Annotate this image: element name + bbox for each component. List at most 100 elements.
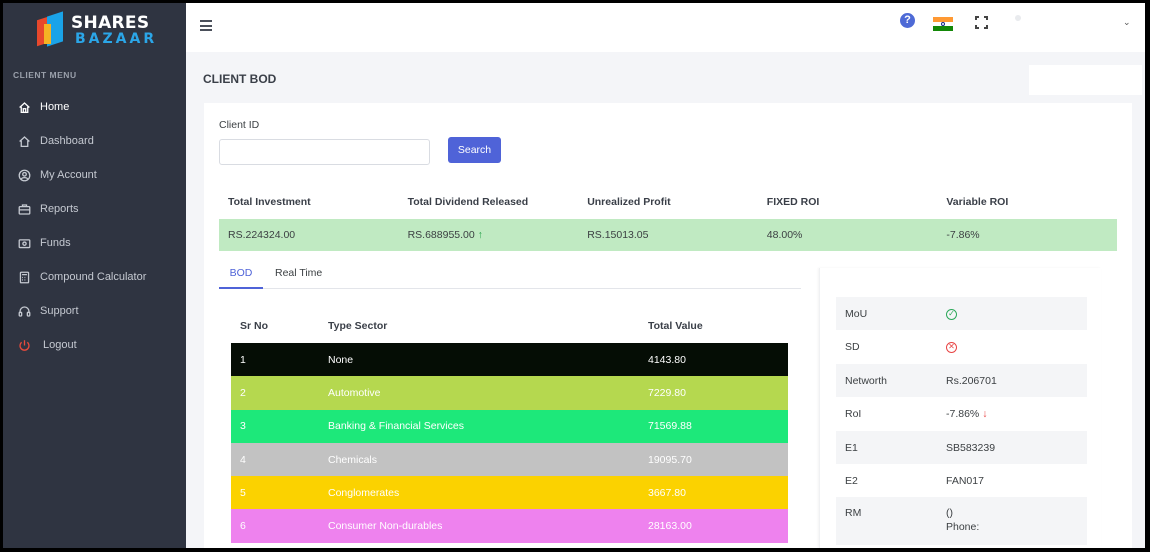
page-title: CLIENT BOD — [203, 72, 277, 86]
chevron-down-icon[interactable]: ⌄ — [1123, 17, 1131, 27]
client-id-label: Client ID — [219, 119, 260, 131]
table-row: 3 Banking & Financial Services 71569.88 — [231, 409, 788, 443]
sidebar-menu: Home Dashboard My Account Reports Funds … — [3, 90, 186, 362]
unrealized-profit-value: RS.15013.05 — [587, 229, 649, 241]
summary-table: Total Investment Total Dividend Released… — [219, 185, 1117, 251]
info-row-sd: SD ✕ — [836, 330, 1087, 363]
sector-cell: Consumer Non-durables — [328, 520, 443, 533]
info-value: SB583239 — [946, 441, 996, 454]
info-label: Networth — [845, 374, 888, 387]
total-value-cell: 3667.80 — [648, 486, 686, 499]
topbar: ? ⌄ — [186, 3, 1145, 52]
sidebar-item-label: Home — [40, 101, 70, 113]
menu-title: CLIENT MENU — [13, 70, 77, 80]
table-row: 4 Chemicals 19095.70 — [231, 442, 788, 477]
wallet-icon — [17, 236, 31, 250]
brand-logo[interactable]: SHARES BAZAAR — [35, 9, 157, 51]
search-button[interactable]: Search — [448, 137, 501, 163]
total-value-cell: 28163.00 — [648, 520, 692, 533]
summary-header-row: Total Investment Total Dividend Released… — [219, 185, 1117, 219]
app-window: SHARES BAZAAR CLIENT MENU Home Dashboard… — [3, 3, 1145, 548]
client-bod-card: Client ID Search Total Investment Total … — [204, 103, 1132, 548]
sector-table: Sr No Type Sector Total Value 1 None 4143.… — [231, 309, 788, 543]
sidebar-item-label: Logout — [43, 339, 77, 351]
info-value: () Phone: — [946, 507, 1087, 533]
sidebar-item-label: My Account — [40, 169, 97, 181]
column-header: Sr No — [240, 320, 269, 332]
sidebar-item-label: Dashboard — [40, 135, 94, 147]
sector-cell: Banking & Financial Services — [328, 420, 464, 433]
brand-line-2: BAZAAR — [75, 30, 158, 47]
sector-cell: None — [328, 353, 354, 366]
variable-roi-value: -7.86% — [946, 229, 980, 241]
sr-no-cell: 2 — [240, 386, 246, 399]
arrow-up-icon: ↑ — [477, 229, 483, 241]
rm-phone: Phone: — [946, 521, 980, 533]
total-dividend-cell: RS.688955.00 ↑ — [399, 229, 579, 241]
sidebar-item-my-account[interactable]: My Account — [3, 158, 186, 192]
table-row: 5 Conglomerates 3667.80 — [231, 476, 788, 510]
briefcase-icon — [17, 202, 31, 216]
client-id-input[interactable] — [219, 139, 430, 165]
summary-header: Total Dividend Released — [407, 196, 529, 208]
sidebar-item-label: Funds — [40, 237, 71, 249]
info-label: E2 — [845, 474, 858, 487]
table-row: 1 None 4143.80 — [231, 343, 788, 377]
info-row-e1: E1 SB583239 — [836, 431, 1087, 464]
menu-toggle-icon[interactable] — [200, 20, 212, 31]
logo-icon — [35, 11, 69, 48]
sr-no-cell: 3 — [240, 420, 246, 433]
summary-header: Total Investment — [228, 196, 311, 208]
check-circle-icon: ✓ — [946, 308, 957, 320]
sector-cell: Automotive — [328, 386, 381, 399]
tab-real-time[interactable]: Real Time — [275, 267, 323, 279]
sector-table-header: Sr No Type Sector Total Value — [231, 309, 788, 343]
summary-header: Variable ROI — [946, 196, 1009, 208]
avatar[interactable] — [1015, 15, 1021, 21]
info-value: FAN017 — [946, 474, 984, 487]
column-header: Total Value — [648, 320, 703, 332]
column-header: Type Sector — [328, 320, 388, 332]
user-icon — [17, 168, 31, 182]
sr-no-cell: 1 — [240, 353, 246, 366]
home-icon — [17, 100, 31, 114]
sidebar-item-label: Support — [40, 305, 79, 317]
sidebar-item-label: Reports — [40, 203, 79, 215]
info-label: RM — [845, 507, 862, 519]
total-value-cell: 71569.88 — [648, 420, 692, 433]
sidebar-item-home[interactable]: Home — [3, 90, 186, 124]
table-row: 2 Automotive 7229.80 — [231, 376, 788, 410]
sector-cell: Chemicals — [328, 453, 378, 466]
info-row-roi: RoI -7.86% ↓ — [836, 397, 1087, 430]
info-label: RoI — [845, 407, 862, 420]
calculator-icon — [17, 270, 31, 284]
summary-header: FIXED ROI — [766, 196, 820, 208]
arrow-down-icon: ↓ — [982, 407, 988, 420]
sector-table-body: 1 None 4143.80 2 Automotive 7229.80 3 Banking &… — [231, 343, 788, 543]
sidebar-item-compound-calculator[interactable]: Compound Calculator — [3, 260, 186, 294]
total-value-cell: 4143.80 — [648, 353, 686, 366]
info-value: Rs.206701 — [946, 374, 997, 387]
sidebar-item-support[interactable]: Support — [3, 294, 186, 328]
sr-no-cell: 5 — [240, 486, 246, 499]
power-icon — [17, 338, 31, 352]
info-label: E1 — [845, 441, 858, 454]
sidebar-item-funds[interactable]: Funds — [3, 226, 186, 260]
headset-icon — [17, 304, 31, 318]
help-icon[interactable]: ? — [900, 13, 915, 28]
sidebar-item-logout[interactable]: Logout — [3, 328, 186, 362]
brand-line-1: SHARES — [71, 12, 150, 33]
sector-cell: Conglomerates — [328, 486, 400, 499]
india-flag-icon[interactable] — [933, 17, 953, 31]
tab-bod[interactable]: BOD — [219, 267, 263, 289]
sidebar-item-reports[interactable]: Reports — [3, 192, 186, 226]
total-dividend-value: RS.688955.00 — [407, 229, 475, 241]
sidebar-item-dashboard[interactable]: Dashboard — [3, 124, 186, 158]
sidebar-item-label: Compound Calculator — [40, 271, 147, 283]
info-row-mou: MoU ✓ — [836, 297, 1087, 330]
total-investment-value: RS.224324.00 — [228, 229, 296, 241]
fullscreen-icon[interactable] — [975, 16, 988, 29]
header-blank-box — [1029, 65, 1142, 95]
summary-value-row: RS.224324.00 RS.688955.00 ↑ RS.15013.05 … — [219, 219, 1117, 251]
sidebar: SHARES BAZAAR CLIENT MENU Home Dashboard… — [3, 3, 186, 548]
